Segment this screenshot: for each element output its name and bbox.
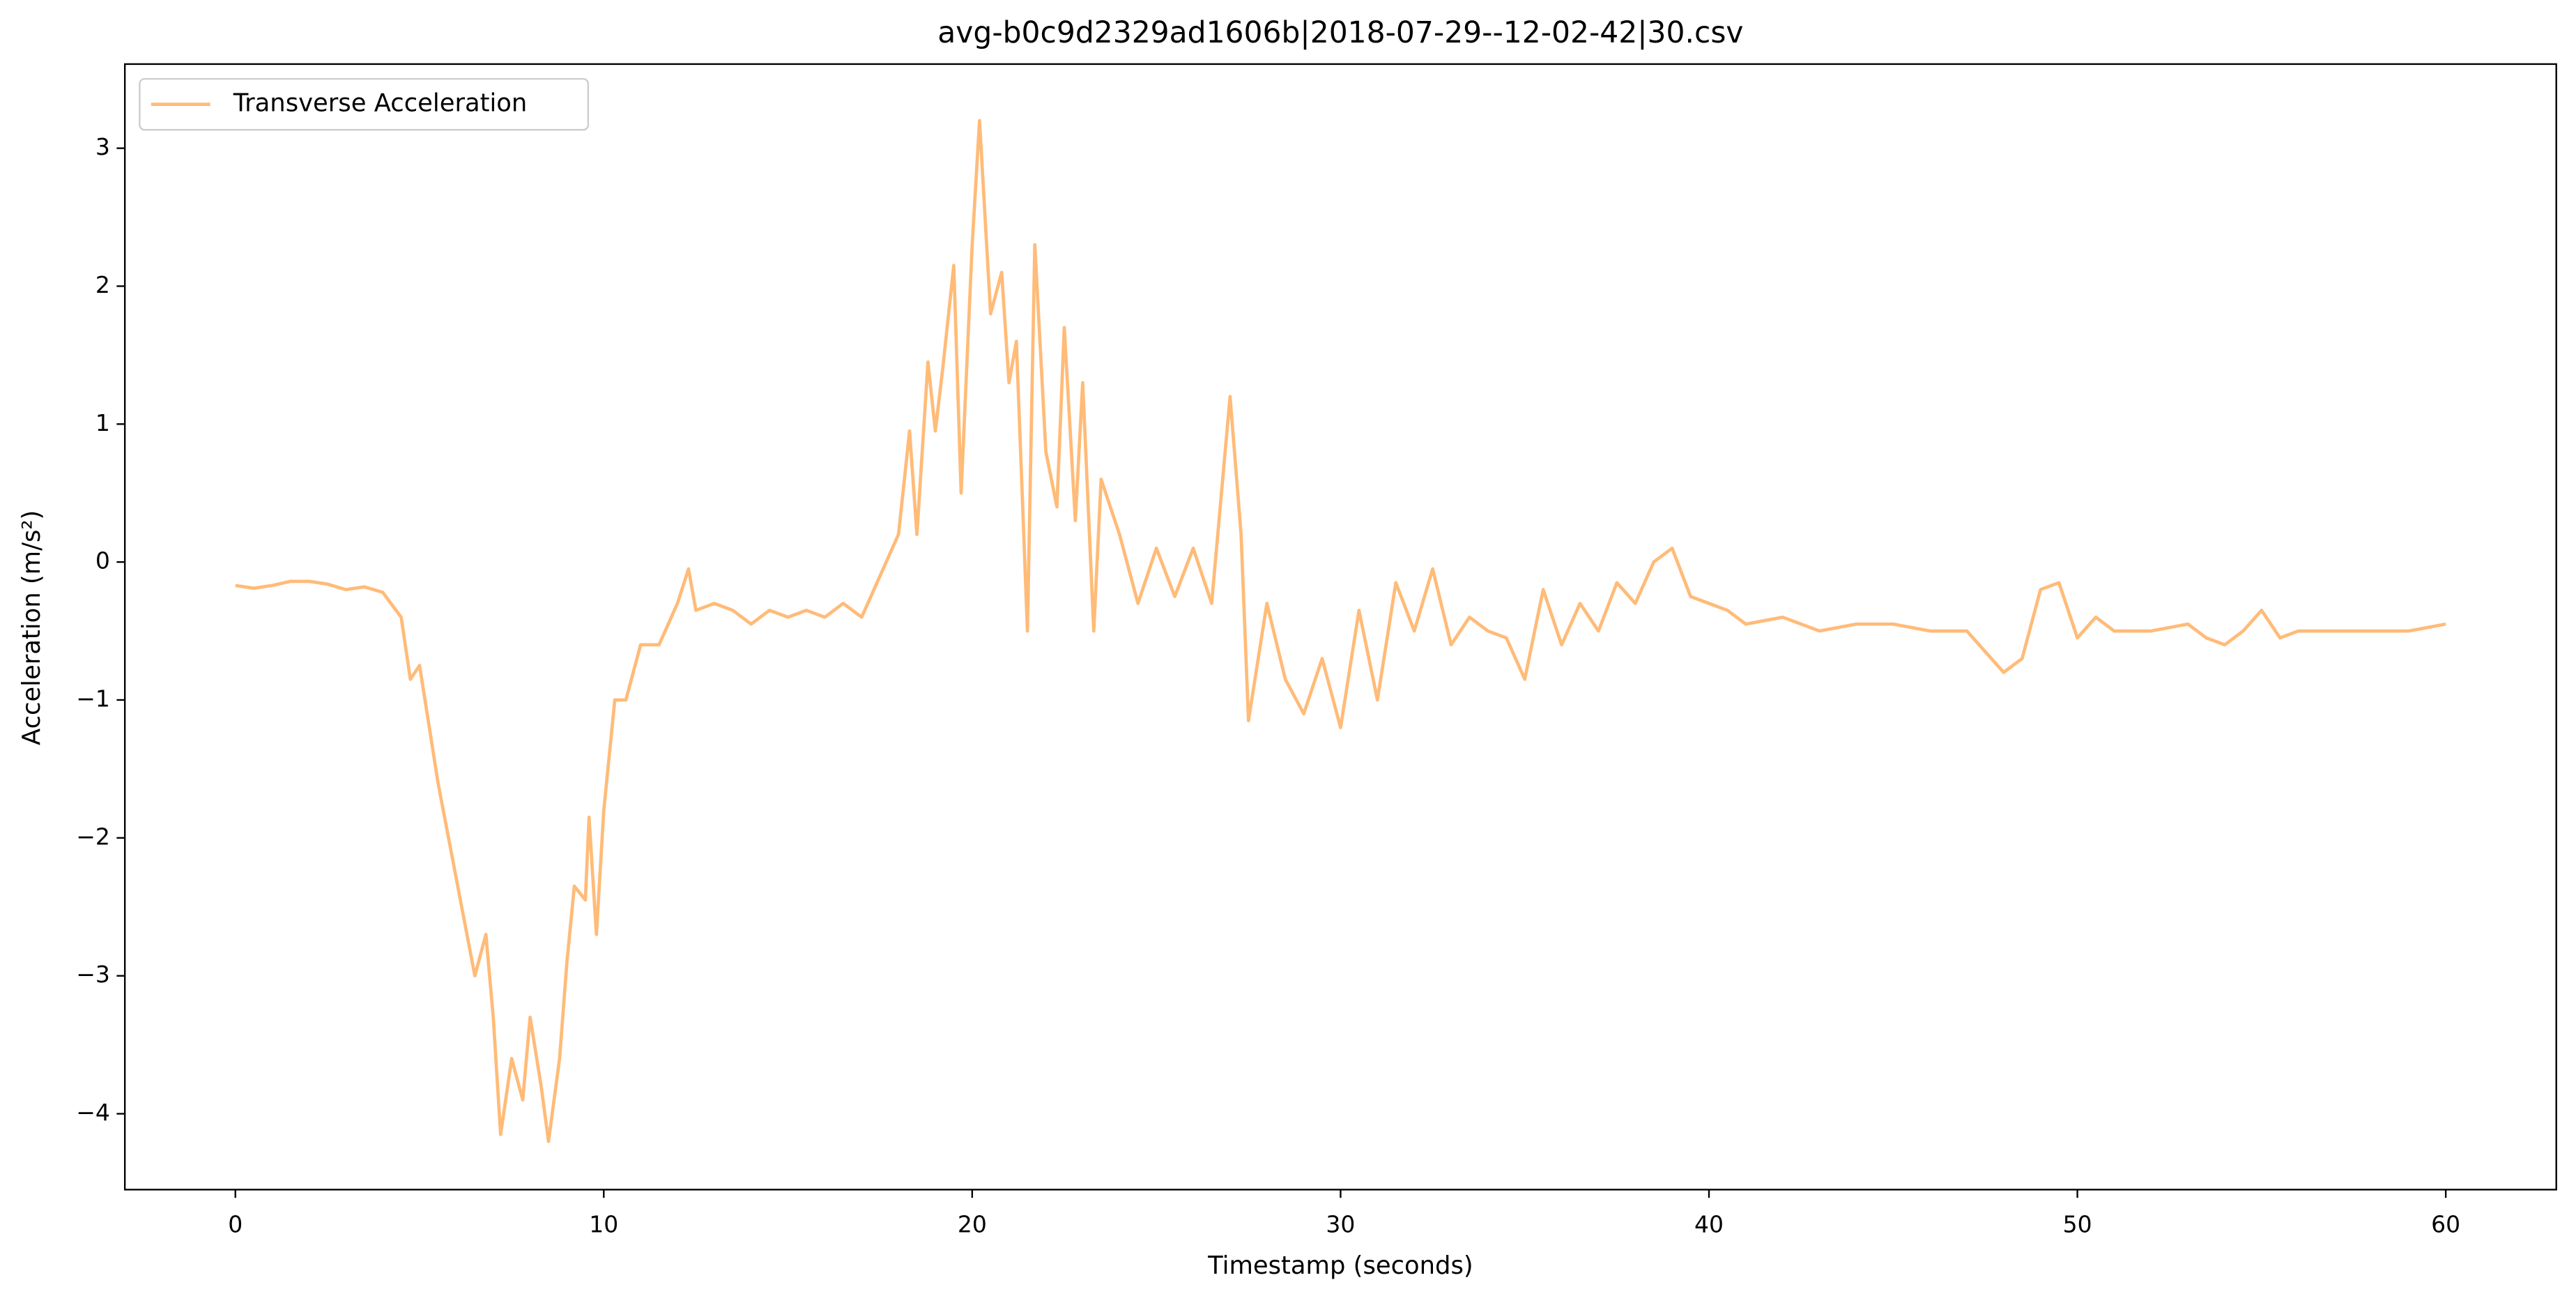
y-axis-label: Acceleration (m/s²) — [17, 510, 46, 745]
data-line — [235, 119, 2446, 1143]
y-tick-label: 3 — [95, 133, 110, 160]
x-tick-label: 20 — [958, 1211, 987, 1238]
y-tick-label: −1 — [76, 685, 110, 713]
y-tick-label: −4 — [76, 1099, 110, 1126]
x-tick-label: 60 — [2431, 1211, 2460, 1238]
x-tick-label: 50 — [2063, 1211, 2092, 1238]
chart-title: avg-b0c9d2329ad1606b|2018-07-29--12-02-4… — [937, 16, 1743, 50]
x-axis-label: Timestamp (seconds) — [1207, 1251, 1473, 1280]
y-tick-label: 0 — [95, 547, 110, 574]
y-tick-label: 1 — [95, 409, 110, 436]
y-tick-label: −3 — [76, 961, 110, 988]
x-tick-label: 0 — [228, 1211, 243, 1238]
x-tick-label: 40 — [1694, 1211, 1724, 1238]
legend-box — [139, 77, 590, 131]
plot-frame — [123, 63, 2557, 1191]
y-tick-label: 2 — [95, 271, 110, 298]
x-tick-label: 30 — [1326, 1211, 1355, 1238]
legend-label: Transverse Acceleration — [233, 89, 528, 118]
y-tick-label: −2 — [76, 823, 110, 850]
x-tick-label: 10 — [589, 1211, 618, 1238]
